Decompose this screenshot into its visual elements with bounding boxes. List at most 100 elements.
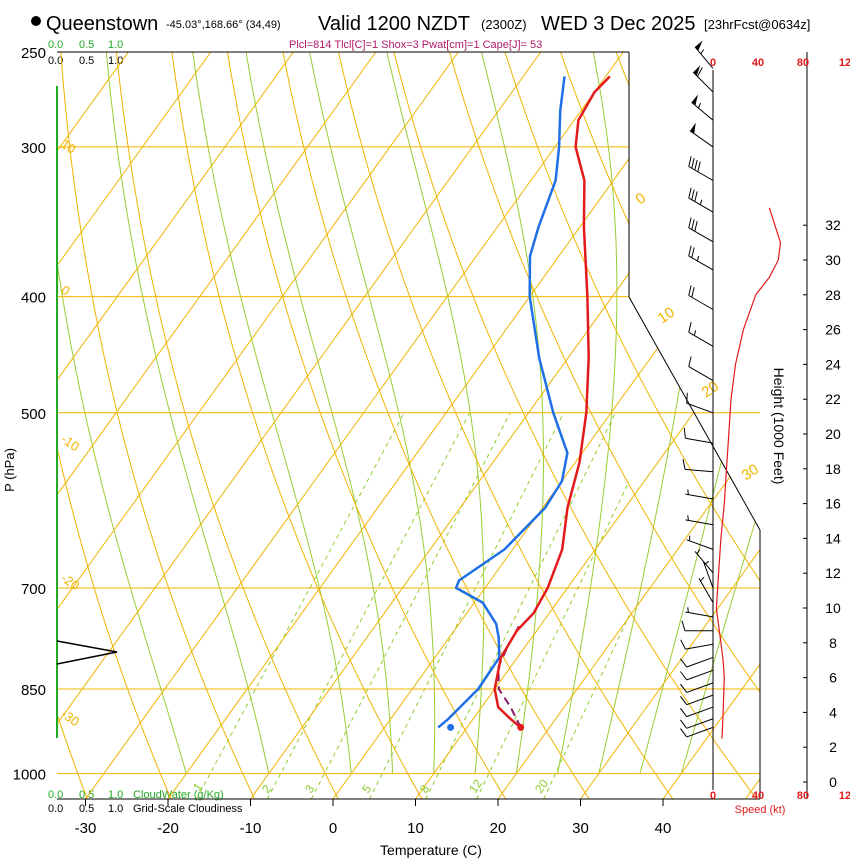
wind-barb [680,682,714,693]
wind-barb [680,669,714,681]
speed-tick-top: 0 [710,57,716,69]
wind-barb [680,656,714,668]
moist-adiabat-line [639,52,760,774]
wind-speed-profile [715,207,782,739]
moist-adiabat-line [481,52,544,774]
sounding-indices: Plcl=814 Tlcl[C]=1 Shox=3 Pwat[cm]=1 Cap… [289,39,542,51]
isotherm-line [415,52,760,799]
mixing-ratio-line [196,412,405,799]
x-tick-label: 0 [329,820,337,837]
frame-diagonal [628,296,761,531]
wind-barb [685,489,714,500]
dry-adiabat-line [171,52,423,799]
valid-time: Valid 1200 NZDT [318,13,470,35]
wind-barb [680,694,714,706]
wind-barb [702,560,714,589]
p-tick-label: 400 [21,290,46,307]
dry-adiabat-line [0,52,4,799]
isotherm-line [57,52,377,799]
sounding-traces [437,75,611,731]
bottom-cloud-scale: 0.0 0.5 1.0 CloudWater (g/Kg) 0.0 0.5 1.… [48,789,243,815]
height-tick-label: 14 [825,530,841,546]
height-tick-label: 6 [829,670,837,686]
dry-adiabat-line [226,52,507,799]
height-tick-label: 2 [829,739,837,755]
dry-adiabat-label: -20 [58,570,82,593]
isotherm-line [497,52,760,799]
moist-adiabat-line [105,52,270,774]
wind-barb [683,427,714,444]
y-axis-label: P (hPa) [2,448,17,492]
height-tick-label: 4 [829,704,837,720]
speed-tick-top: 80 [797,57,809,69]
dry-adiabat-line [671,52,760,799]
dry-adiabat-line [504,52,760,799]
height-tick-label: 12 [825,565,841,581]
isotherm-label: 0 [633,190,650,209]
speed-tick-bottom: 40 [752,790,764,802]
p-tick-label: 500 [21,406,46,423]
wind-barb [682,459,714,473]
p-tick-label: 700 [21,581,46,598]
station-dot-icon [31,16,41,26]
bottom-black-1: 0.5 [79,803,94,815]
cloudwater-label: CloudWater (g/Kg) [133,789,224,801]
temperature-trace [493,75,611,729]
x-tick-label: 10 [407,820,424,837]
isotherm-label: 20 [699,378,722,401]
dry-adiabat-label: -30 [58,706,82,729]
cloudiness-profile [56,640,118,665]
height-tick-label: 10 [825,600,841,616]
top-black-2: 1.0 [108,55,123,67]
p-tick-label: 850 [21,682,46,699]
wind-barb [680,639,714,650]
isobars [57,51,760,775]
x-tick-label: 20 [490,820,507,837]
dry-adiabat-line [615,52,760,799]
mixing-ratio-label: 12 [466,776,485,795]
dry-adiabats [0,52,760,799]
isotherm-line [57,52,212,799]
top-green-1: 0.5 [79,39,94,51]
isotherm-line [57,52,459,799]
wind-barb [680,706,714,718]
wind-barb [685,515,714,526]
mixing-ratio-line [368,412,565,799]
forecast-info: [23hrFcst@0634z] [704,17,810,32]
height-tick-label: 8 [829,635,837,651]
wind-barb [688,156,714,181]
wind-barb [689,122,714,148]
isotherm-label: 30 [739,461,762,484]
isotherm-line [57,52,294,799]
speed-tick-bottom: 0 [710,790,716,802]
speed-tick-top: 40 [752,57,764,69]
wind-barb [681,620,713,632]
dry-adiabat-line [393,52,757,799]
top-green-2: 1.0 [108,39,123,51]
height-tick-label: 18 [825,461,841,477]
temperature-surface-marker [517,723,525,731]
height-tick-label: 22 [825,391,841,407]
wind-barb [688,217,714,243]
utc-time: (2300Z) [481,17,527,32]
wind-barb [688,245,714,271]
height-tick-label: 32 [825,217,841,233]
p-tick-label: 300 [21,140,46,157]
speed-axis-label: Speed (kt) [735,804,786,816]
moist-adiabat-line [245,52,393,774]
x-tick-label: -20 [157,820,179,837]
dewpoint-trace [437,76,569,729]
isotherm-line [332,52,760,799]
cloudiness-label: Grid-Scale Cloudiness [133,803,243,815]
top-black-1: 0.5 [79,55,94,67]
top-cloud-scale: 0.0 0.5 1.0 0.0 0.5 1.0 [48,39,123,67]
plot-frame [57,51,761,800]
y2-axis-label: Height (1000 Feet) [771,368,787,485]
bottom-black-2: 1.0 [108,803,123,815]
isotherm-line [167,52,707,799]
mixing-ratio-label: 20 [532,776,551,795]
wind-barb [688,285,714,310]
mixing-ratio-label: 5 [359,782,374,796]
x-tick-label: 40 [655,820,672,837]
